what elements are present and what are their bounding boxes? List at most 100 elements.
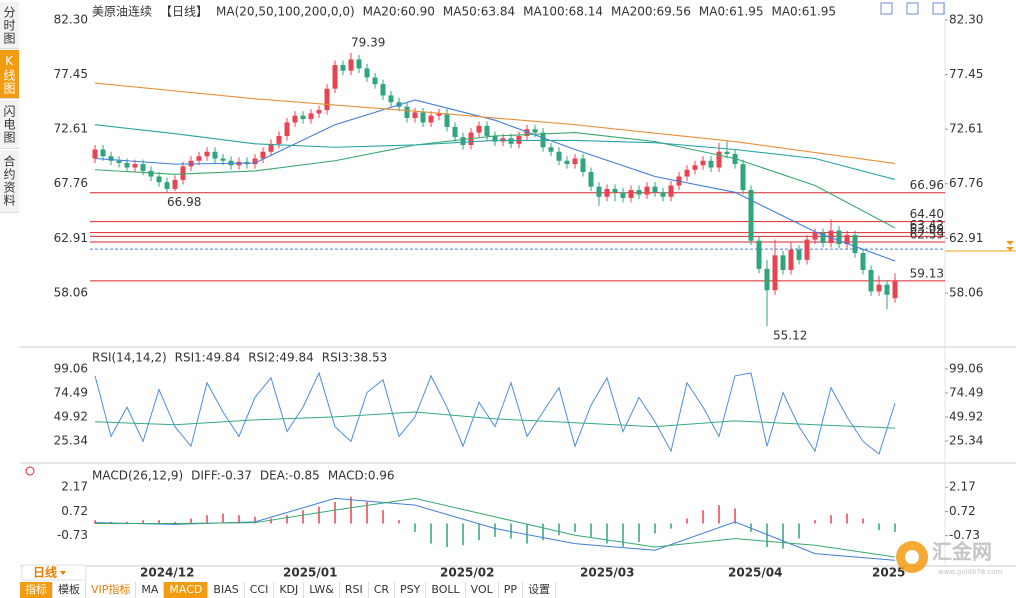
macd-icon[interactable] — [25, 466, 35, 476]
candle-body — [516, 135, 522, 144]
x-tick-label: 2025/03 — [580, 566, 634, 580]
candle-body — [332, 65, 338, 89]
toolbar-item[interactable]: MA — [136, 582, 165, 598]
candle-body — [580, 158, 586, 173]
legend-entry: RSI1:49.84 — [175, 351, 241, 365]
sidebar-tab[interactable]: 分时图 — [0, 2, 19, 49]
toolbar-item[interactable]: PP — [499, 582, 524, 598]
level-label: 62.59 — [910, 227, 944, 241]
watermark-url: www.gold678.com — [938, 568, 1003, 576]
toolbar-item[interactable]: KDJ — [274, 582, 305, 598]
candle-body — [148, 170, 154, 177]
candle-body — [636, 190, 642, 195]
candle-body — [292, 115, 298, 123]
toolbar-item[interactable]: CCI — [245, 582, 275, 598]
sidebar-tab[interactable]: 合约资料 — [0, 150, 19, 213]
x-tick-label: 2025 — [872, 566, 905, 580]
y-tick-label: 74.49 — [54, 385, 88, 399]
period-select[interactable] — [21, 564, 87, 581]
candle-body — [788, 249, 794, 270]
candle-body — [476, 125, 482, 133]
toolbar-item[interactable]: 模板 — [53, 582, 86, 598]
candle-body — [796, 249, 802, 260]
candle-body — [300, 115, 306, 120]
candle-body — [124, 163, 130, 168]
candle-body — [844, 235, 850, 245]
toolbar-item[interactable]: 指标 — [20, 582, 53, 598]
y-tick-label: -0.73 — [57, 528, 88, 542]
candle-body — [436, 113, 442, 116]
candle-body — [252, 158, 258, 165]
candle-body — [388, 95, 394, 103]
y-tick-label: 25.34 — [54, 434, 88, 448]
y-tick-label: 58.06 — [949, 285, 983, 299]
candle-body — [868, 269, 874, 292]
indicator-line — [94, 411, 896, 429]
legend-entry: DEA:-0.85 — [260, 469, 320, 483]
candle-body — [156, 176, 162, 183]
sidebar-tab[interactable]: K线图 — [0, 50, 19, 99]
candle-body — [668, 185, 674, 197]
candle-body — [420, 112, 426, 123]
dropdown-icon[interactable] — [60, 571, 66, 575]
tool-icon[interactable] — [906, 2, 919, 15]
y-tick-label: 72.61 — [949, 122, 983, 136]
legend-entry: 【日线】 — [160, 5, 208, 19]
candle-body — [180, 166, 186, 180]
y-tick-label: 49.92 — [54, 409, 88, 423]
candle-body — [284, 122, 290, 136]
candle-body — [852, 235, 858, 254]
candle-body — [628, 190, 634, 198]
watermark: 汇金网 www.gold678.com — [896, 540, 1003, 576]
toolbar-item[interactable]: RSI — [340, 582, 369, 598]
y-tick-label: 67.76 — [949, 176, 983, 190]
candle-body — [604, 188, 610, 197]
candle-body — [220, 158, 226, 161]
sidebar-tab[interactable]: 闪电图 — [0, 100, 19, 149]
candle-body — [660, 192, 666, 197]
candle-body — [500, 138, 506, 142]
candle-body — [780, 255, 786, 270]
candle-body — [764, 268, 770, 291]
toolbar-item[interactable]: LW& — [304, 582, 340, 598]
y-tick-label: 0.72 — [949, 504, 976, 518]
candle-body — [260, 151, 266, 159]
indicator-line — [94, 99, 896, 262]
candle-body — [860, 253, 866, 270]
candle-body — [692, 165, 698, 170]
toolbar-item[interactable]: MACD — [164, 582, 209, 598]
indicator-line — [95, 497, 896, 558]
level-label: 63.42 — [910, 218, 944, 232]
tool-icon[interactable] — [932, 2, 945, 15]
candle-body — [508, 138, 514, 144]
y-tick-label: 77.45 — [54, 67, 88, 81]
level-label: 64.40 — [910, 207, 944, 221]
toolbar-item[interactable]: BOLL — [426, 582, 466, 598]
y-tick-label: 58.06 — [54, 285, 88, 299]
candle-body — [444, 113, 450, 127]
y-tick-label: 82.30 — [54, 12, 88, 26]
toolbar-item[interactable]: VOL — [466, 582, 499, 598]
period-label[interactable]: 日线 — [33, 565, 57, 580]
x-tick-label: 2025/02 — [440, 566, 494, 580]
candle-body — [196, 156, 202, 161]
toolbar-item[interactable]: VIP指标 — [86, 582, 137, 598]
y-tick-label: 62.91 — [949, 231, 983, 245]
tool-icon[interactable] — [880, 2, 893, 15]
legend-entry: RSI3:38.53 — [322, 351, 388, 365]
candle-body — [876, 284, 882, 292]
indicator-line — [94, 124, 896, 180]
candle-body — [756, 240, 762, 269]
toolbar-item[interactable]: CR — [369, 582, 396, 598]
y-tick-label: 99.06 — [54, 361, 88, 375]
legend-entry: MA200:69.56 — [611, 5, 691, 19]
toolbar-item[interactable]: PSY — [395, 582, 427, 598]
toolbar-item[interactable]: 设置 — [523, 582, 557, 598]
candle-body — [716, 151, 722, 168]
candle-body — [92, 149, 98, 159]
candle-body — [708, 160, 714, 168]
toolbar-item[interactable]: BIAS — [208, 582, 245, 598]
candle-body — [612, 188, 618, 193]
extreme-label: 79.39 — [351, 35, 385, 49]
